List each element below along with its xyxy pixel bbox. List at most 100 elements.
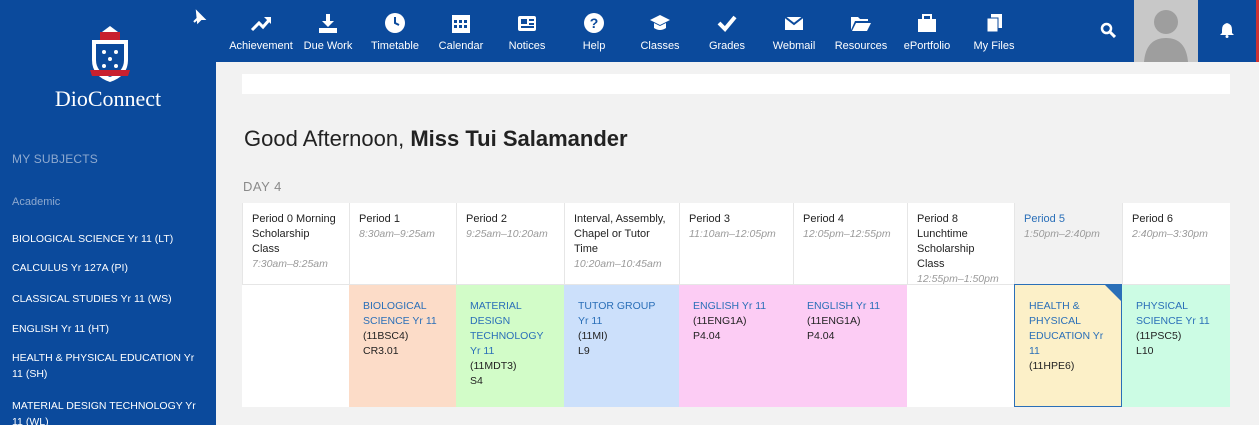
period-name: Period 0 Morning Scholarship Class bbox=[252, 213, 336, 255]
period-time: 12:05pm–12:55pm bbox=[803, 228, 891, 240]
files-icon bbox=[986, 14, 1002, 33]
period-header: Interval, Assembly, Chapel or Tutor Time… bbox=[564, 203, 679, 284]
avatar[interactable] bbox=[1134, 0, 1198, 62]
nav-label: Due Work bbox=[303, 40, 353, 52]
nav-timetable[interactable]: Timetable bbox=[366, 0, 424, 62]
search-icon[interactable] bbox=[1100, 22, 1116, 38]
class-code: (11HPE6) bbox=[1029, 360, 1075, 372]
class-cell[interactable]: MATERIAL DESIGN TECHNOLOGY Yr 11 (11MDT3)… bbox=[456, 284, 564, 407]
period-header: Period 1 8:30am–9:25am bbox=[349, 203, 456, 284]
empty-cell bbox=[242, 284, 349, 407]
class-code: (11ENG1A) bbox=[693, 315, 747, 327]
period-time: 1:50pm–2:40pm bbox=[1024, 228, 1100, 240]
class-name[interactable]: PHYSICAL SCIENCE Yr 11 bbox=[1136, 300, 1210, 327]
nav-resources[interactable]: Resources bbox=[832, 0, 890, 62]
nav-due-work[interactable]: Due Work bbox=[300, 0, 356, 62]
nav-label: Calendar bbox=[438, 40, 484, 52]
day-label: DAY 4 bbox=[243, 179, 282, 194]
nav-label: ePortfolio bbox=[903, 40, 951, 52]
period-time: 2:40pm–3:30pm bbox=[1132, 228, 1208, 240]
nav-grades[interactable]: Grades bbox=[702, 0, 752, 62]
class-cell[interactable]: HEALTH & PHYSICAL EDUCATION Yr 11 (11HPE6… bbox=[1014, 284, 1122, 407]
nav-label: Grades bbox=[708, 40, 746, 52]
greeting-prefix: Good Afternoon, bbox=[244, 126, 405, 151]
envelope-icon bbox=[784, 16, 804, 30]
period-header: Period 3 11:10am–12:05pm bbox=[679, 203, 793, 284]
class-name[interactable]: TUTOR GROUP Yr 11 bbox=[578, 300, 656, 327]
bell-icon[interactable] bbox=[1219, 22, 1235, 38]
period-name: Period 8 Lunchtime Scholarship Class bbox=[917, 213, 975, 270]
nav-label: Classes bbox=[640, 40, 680, 52]
period-header: Period 4 12:05pm–12:55pm bbox=[793, 203, 907, 284]
sidebar-subject-item[interactable]: MATERIAL DESIGN TECHNOLOGY Yr 11 (WL) bbox=[12, 400, 196, 425]
graduation-cap-icon bbox=[650, 15, 670, 30]
period-name: Interval, Assembly, Chapel or Tutor Time bbox=[574, 213, 666, 255]
class-code: (11MI) bbox=[578, 330, 608, 342]
period-time: 10:20am–10:45am bbox=[574, 258, 662, 270]
sidebar-subject-item[interactable]: CLASSICAL STUDIES Yr 11 (WS) bbox=[12, 293, 172, 305]
class-cell[interactable]: ENGLISH Yr 11 (11ENG1A) P4.04 bbox=[679, 284, 793, 407]
class-room: CR3.01 bbox=[363, 345, 399, 357]
nav-calendar[interactable]: Calendar bbox=[434, 0, 488, 62]
nav-label: My Files bbox=[973, 40, 1015, 52]
class-cell[interactable]: PHYSICAL SCIENCE Yr 11 (11PSC5) L10 bbox=[1122, 284, 1230, 407]
clock-icon bbox=[385, 13, 405, 33]
period-name: Period 1 bbox=[359, 213, 400, 225]
period-name: Period 3 bbox=[689, 213, 730, 225]
nav-achievement[interactable]: Achievement bbox=[228, 0, 294, 62]
sidebar-subject-item[interactable]: CALCULUS Yr 127A (PI) bbox=[12, 262, 128, 274]
greeting-name: Miss Tui Salamander bbox=[410, 126, 628, 151]
nav-label: Help bbox=[582, 40, 606, 52]
class-room: P4.04 bbox=[693, 330, 721, 342]
period-time: 9:25am–10:20am bbox=[466, 228, 548, 240]
svg-text:?: ? bbox=[590, 15, 599, 31]
period-time: 11:10am–12:05pm bbox=[689, 228, 776, 240]
class-name[interactable]: MATERIAL DESIGN TECHNOLOGY Yr 11 bbox=[470, 300, 544, 357]
sidebar-subject-item[interactable]: HEALTH & PHYSICAL EDUCATION Yr 11 (SH) bbox=[12, 352, 195, 380]
period-name: Period 4 bbox=[803, 213, 844, 225]
period-name: Period 2 bbox=[466, 213, 507, 225]
nav-notices[interactable]: Notices bbox=[500, 0, 554, 62]
period-time: 12:55pm–1:50pm bbox=[917, 273, 999, 285]
class-cell[interactable]: TUTOR GROUP Yr 11 (11MI) L9 bbox=[564, 284, 679, 407]
nav-help[interactable]: ? Help bbox=[570, 0, 618, 62]
timetable: Period 0 Morning Scholarship Class 7:30am… bbox=[242, 203, 1230, 407]
calendar-icon bbox=[452, 15, 470, 33]
class-cell[interactable]: ENGLISH Yr 11 (11ENG1A) P4.04 bbox=[793, 284, 907, 407]
class-code: (11MDT3) bbox=[470, 360, 517, 372]
period-header: Period 5 1:50pm–2:40pm bbox=[1014, 203, 1122, 284]
nav-label: Resources bbox=[834, 40, 888, 52]
period-name: Period 6 bbox=[1132, 213, 1173, 225]
class-room: L9 bbox=[578, 345, 590, 357]
nav-eportfolio[interactable]: ePortfolio bbox=[900, 0, 954, 62]
sidebar-subject-item[interactable]: BIOLOGICAL SCIENCE Yr 11 (LT) bbox=[12, 233, 174, 245]
my-subjects-heading: MY SUBJECTS bbox=[12, 152, 98, 166]
period-header: Period 6 2:40pm–3:30pm bbox=[1122, 203, 1230, 284]
class-room: L10 bbox=[1136, 345, 1154, 357]
accent-edge bbox=[1256, 0, 1259, 62]
current-period-marker bbox=[1105, 285, 1121, 301]
period-time: 8:30am–9:25am bbox=[359, 228, 435, 240]
newspaper-icon bbox=[518, 16, 536, 31]
nav-classes[interactable]: Classes bbox=[634, 0, 686, 62]
check-icon bbox=[717, 15, 737, 32]
class-name[interactable]: BIOLOGICAL SCIENCE Yr 11 bbox=[363, 300, 437, 327]
nav-my-files[interactable]: My Files bbox=[968, 0, 1020, 62]
sidebar-subject-item[interactable]: ENGLISH Yr 11 (HT) bbox=[12, 323, 110, 335]
top-content-bar bbox=[242, 74, 1230, 94]
school-crest-logo[interactable] bbox=[88, 26, 132, 84]
sidebar: DioConnect MY SUBJECTS Academic BIOLOGIC… bbox=[0, 0, 216, 425]
class-name[interactable]: HEALTH & PHYSICAL EDUCATION Yr 11 bbox=[1029, 300, 1104, 357]
class-name[interactable]: ENGLISH Yr 11 bbox=[693, 300, 767, 312]
pin-icon[interactable] bbox=[190, 8, 208, 26]
empty-cell bbox=[907, 284, 1014, 407]
class-name[interactable]: ENGLISH Yr 11 bbox=[807, 300, 881, 312]
nav-webmail[interactable]: Webmail bbox=[768, 0, 820, 62]
greeting: Good Afternoon, Miss Tui Salamander bbox=[244, 126, 628, 152]
brand-title[interactable]: DioConnect bbox=[54, 86, 162, 111]
class-code: (11ENG1A) bbox=[807, 315, 861, 327]
period-header: Period 2 9:25am–10:20am bbox=[456, 203, 564, 284]
nav-label: Webmail bbox=[772, 40, 816, 52]
period-header: Period 0 Morning Scholarship Class 7:30am… bbox=[242, 203, 349, 284]
class-cell[interactable]: BIOLOGICAL SCIENCE Yr 11 (11BSC4) CR3.01 bbox=[349, 284, 456, 407]
